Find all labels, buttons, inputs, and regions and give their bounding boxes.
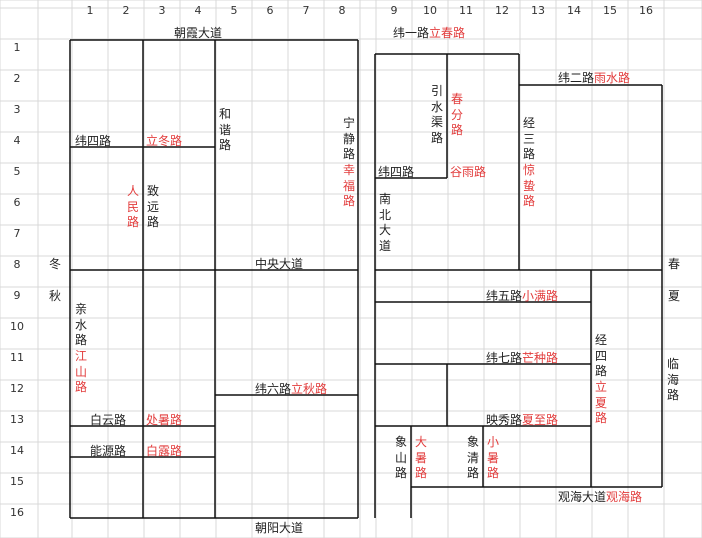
road-lines [69,39,663,519]
row-header: 11 [10,351,24,364]
row-header: 10 [10,320,24,333]
road-baiyun: 白云路 [90,413,127,427]
road-guanhai-dadao: 观海大道 [558,490,607,504]
road-chushu: 处暑路 [146,413,183,427]
row-header: 15 [10,475,24,488]
road-weier-yushui: 纬二路雨水路 [558,71,630,86]
road-lichun: 立春路 [429,26,466,40]
road-weiwu-xiaoman: 纬五路小满路 [486,289,558,304]
road-renmin: 人民路 [126,184,139,229]
row-header: 9 [13,289,21,302]
road-weiqi-mangzhong: 纬七路芒种路 [486,351,558,366]
road-jingsi: 经四路 [594,333,607,378]
season-spring: 春 [668,257,681,271]
road-jingsan: 经三路 [522,116,535,161]
road-weier: 纬二路 [558,71,595,85]
road-guanhai-lu: 观海路 [606,490,643,504]
road-weiliu: 纬六路 [255,382,292,396]
road-weiqi: 纬七路 [486,351,523,365]
row-header: 8 [13,258,21,271]
road-zhaoxia: 朝霞大道 [174,26,223,40]
column-header: 1 [86,4,94,17]
road-bailu: 白露路 [146,444,183,458]
row-header: 5 [13,165,21,178]
road-xiazhi: 夏至路 [522,413,559,427]
road-xingfu: 幸福路 [342,163,355,208]
column-header: 10 [423,4,437,17]
road-hexie: 和谐路 [218,107,231,152]
season-autumn: 秋 [49,289,62,303]
column-header: 9 [390,4,398,17]
road-yushui: 雨水路 [594,71,631,85]
column-header: 5 [230,4,238,17]
road-guyu: 谷雨路 [450,165,487,179]
road-weiliu-liqiu: 纬六路立秋路 [255,382,327,397]
road-zhongyang: 中央大道 [255,257,304,271]
road-chunfen: 春分路 [450,92,463,137]
row-header: 3 [13,103,21,116]
road-qinshui: 亲水路 [74,302,87,347]
column-header: 2 [122,4,130,17]
road-xiangshan: 象山路 [394,435,407,480]
road-nanbei: 南北大道 [378,192,391,253]
road-guanhai: 观海大道观海路 [558,490,642,505]
column-header: 11 [459,4,473,17]
row-header: 16 [10,506,24,519]
road-jiangshan: 江山路 [74,349,87,394]
road-liqiu: 立秋路 [291,382,328,396]
road-yingxiu: 映秀路 [486,413,523,427]
column-header: 6 [266,4,274,17]
road-lixia: 立夏路 [594,380,607,425]
column-header: 12 [495,4,509,17]
column-header: 16 [639,4,653,17]
road-jingzhe: 惊蛰路 [522,163,535,208]
column-header: 14 [567,4,581,17]
road-lidong: 立冬路 [146,134,183,148]
road-weiyi-lichun: 纬一路立春路 [393,26,465,41]
column-header: 13 [531,4,545,17]
road-weisi-left: 纬四路 [75,134,112,148]
road-zhaoyang: 朝阳大道 [255,521,304,535]
column-header: 8 [338,4,346,17]
road-yinshui: 引水渠路 [430,84,443,145]
column-header: 7 [302,4,310,17]
row-header: 2 [13,72,21,85]
road-mangzhong: 芒种路 [522,351,559,365]
road-yingxiu-xiazhi: 映秀路夏至路 [486,413,558,428]
column-header: 15 [603,4,617,17]
column-header: 4 [194,4,202,17]
row-header: 6 [13,196,21,209]
road-xiaoman: 小满路 [522,289,559,303]
road-weisi-right: 纬四路 [378,165,415,179]
row-header: 1 [13,41,21,54]
road-xiaoshu: 小暑路 [486,435,499,480]
road-zhiyuan: 致远路 [146,184,159,229]
row-header: 4 [13,134,21,147]
column-header: 3 [158,4,166,17]
row-header: 13 [10,413,24,426]
row-header: 12 [10,382,24,395]
road-xiangqing: 象清路 [466,435,479,480]
season-summer: 夏 [668,289,681,303]
road-nengyuan: 能源路 [90,444,127,458]
road-weiwu: 纬五路 [486,289,523,303]
road-dashu: 大暑路 [414,435,427,480]
road-weiyi: 纬一路 [393,26,430,40]
season-winter: 冬 [49,257,62,271]
road-ningjing: 宁静路 [342,116,355,161]
row-header: 7 [13,227,21,240]
road-linhai: 临海路 [666,357,679,402]
row-header: 14 [10,444,24,457]
